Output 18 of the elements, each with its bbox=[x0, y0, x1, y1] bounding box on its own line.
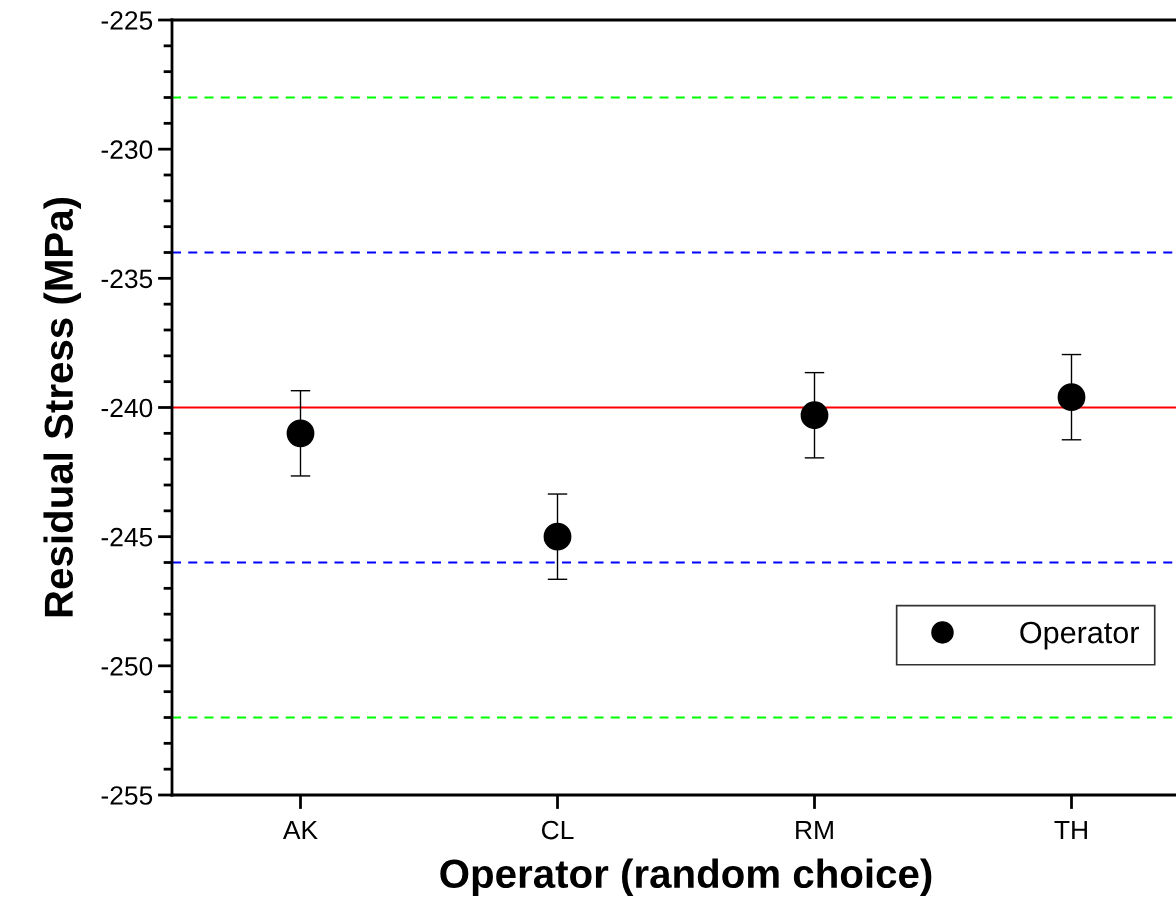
x-tick-label: CL bbox=[541, 820, 574, 840]
y-tick-label: -235 bbox=[101, 269, 153, 289]
point bbox=[286, 419, 315, 448]
point bbox=[543, 522, 572, 551]
x-tick-label: TH bbox=[1054, 820, 1087, 840]
x-tick-label: AK bbox=[282, 820, 318, 840]
x-axis-title: Operator (random choice) bbox=[440, 858, 932, 897]
y-tick-label: -225 bbox=[101, 11, 153, 30]
legend-label: Operator bbox=[1020, 621, 1139, 650]
y-tick-label: -245 bbox=[101, 527, 153, 547]
x-tick-label: RM bbox=[796, 820, 833, 840]
point bbox=[1057, 383, 1086, 412]
point bbox=[800, 401, 829, 430]
y-tick-label: -240 bbox=[101, 398, 153, 418]
y-tick-label: -255 bbox=[101, 786, 153, 805]
y-axis-title: Residual Stress (MPa) bbox=[43, 197, 81, 617]
y-tick-label: -250 bbox=[101, 656, 153, 676]
y-tick-label: -230 bbox=[101, 140, 153, 159]
